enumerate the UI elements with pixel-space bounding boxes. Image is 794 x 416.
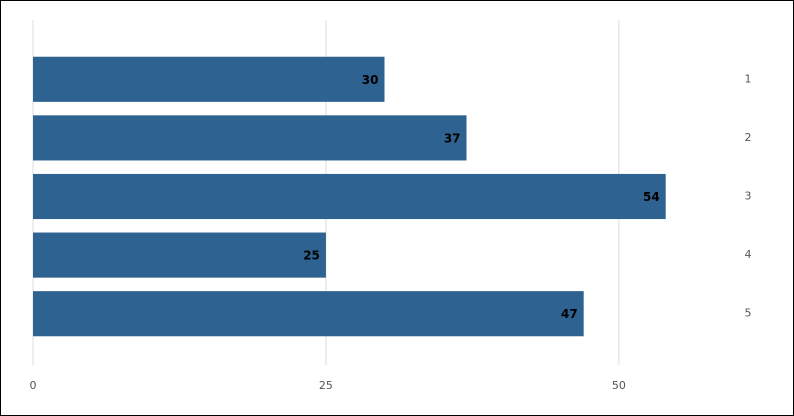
- bar: [33, 291, 584, 337]
- value-label: 25: [303, 249, 320, 263]
- value-label: 30: [362, 73, 379, 87]
- bar: [33, 56, 385, 102]
- category-label: 5: [745, 307, 752, 320]
- bar: [33, 115, 467, 161]
- category-label: 3: [745, 190, 752, 203]
- x-tick-label: 0: [30, 379, 37, 392]
- value-label: 47: [561, 307, 578, 321]
- category-label: 1: [745, 72, 752, 85]
- x-tick-label: 50: [612, 379, 626, 392]
- value-label: 37: [444, 131, 461, 145]
- category-label: 4: [745, 248, 752, 261]
- x-tick-label: 25: [319, 379, 333, 392]
- bar: [33, 232, 326, 278]
- value-label: 54: [643, 190, 660, 204]
- bar: [33, 173, 666, 220]
- category-label: 2: [745, 131, 752, 144]
